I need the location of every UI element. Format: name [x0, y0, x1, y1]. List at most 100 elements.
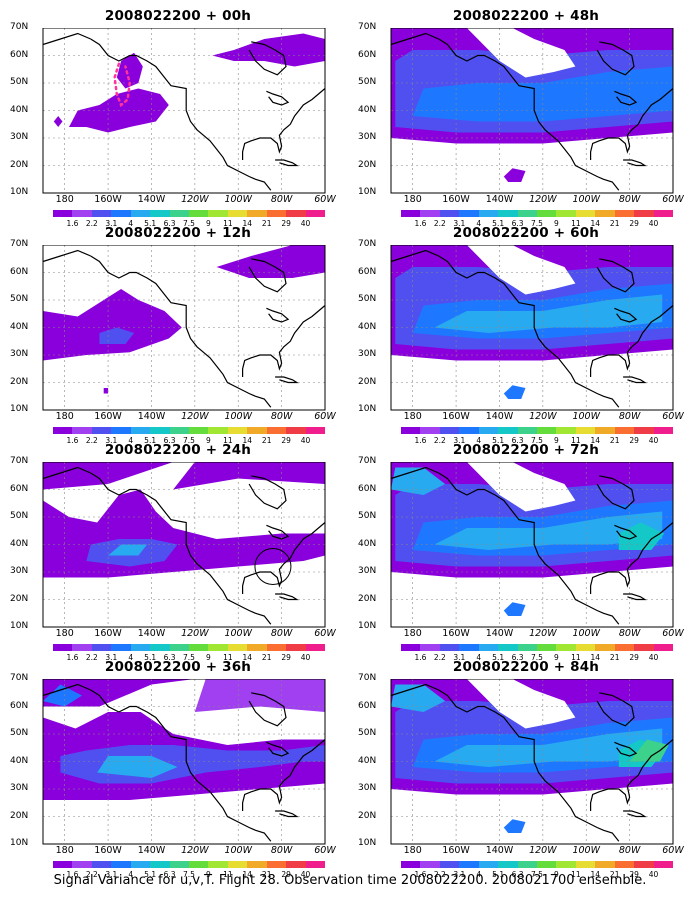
coastline [42, 249, 91, 263]
colorbar-label: 29 [281, 653, 291, 662]
low-variance-region [466, 245, 576, 295]
latitude-label: 10N [358, 187, 377, 197]
low-variance-region [391, 360, 673, 410]
colorbar-label: 4 [476, 653, 482, 662]
colorbar-label: 2.2 [433, 870, 446, 879]
low-variance-region [391, 794, 673, 844]
longitude-label: 180 [55, 194, 74, 205]
colorbar-swatch [537, 644, 557, 651]
colorbar-label: 40 [648, 870, 659, 879]
colorbar-swatch [634, 861, 655, 868]
colorbar-label: 7.5 [531, 870, 543, 879]
longitude-label: 160W [94, 845, 122, 856]
map-svg [390, 679, 674, 845]
variance-blob [503, 385, 526, 399]
colorbar-label: 9 [206, 436, 211, 445]
latitude-label: 20N [10, 159, 29, 170]
latitude-label: 20N [10, 593, 29, 604]
colorbar-swatch [111, 210, 132, 217]
coastline [614, 90, 638, 106]
longitude-label: 80W [618, 194, 641, 205]
colorbar-swatch [111, 427, 132, 434]
colorbar-label: 1.6 [414, 219, 427, 228]
colorbar-label: 40 [648, 436, 659, 445]
map-svg [42, 28, 326, 194]
colorbar-swatch [614, 210, 635, 217]
longitude-label: 140W [485, 194, 514, 205]
colorbar-label: 6.3 [511, 436, 524, 445]
map-frame [42, 462, 326, 628]
variance-blob [103, 388, 109, 394]
variance-blob [43, 289, 182, 361]
colorbar-label: 11 [223, 653, 233, 662]
colorbar-label: 40 [300, 870, 311, 879]
variance-blob [434, 294, 663, 333]
latitude-label: 60N [10, 266, 29, 277]
variance-blob [43, 462, 174, 490]
latitude-label: 30N [10, 349, 29, 359]
map-frame [42, 679, 326, 845]
colorbar-swatch [420, 644, 441, 651]
variance-blob [108, 544, 148, 556]
colorbar-label: 9 [554, 436, 559, 445]
colorbar-swatch [150, 644, 171, 651]
longitude-label: 180 [55, 628, 74, 639]
coastline [266, 307, 290, 323]
colorbar-swatch [478, 210, 499, 217]
map-svg [390, 28, 674, 194]
latitude-label: 50N [10, 77, 29, 87]
colorbar-swatch [266, 861, 287, 868]
colorbar-label: 1.6 [66, 436, 79, 445]
map-frame [390, 462, 674, 628]
latitude-label: 70N [10, 456, 29, 466]
colorbar-label: 4 [476, 436, 482, 445]
colorbar-swatch [286, 861, 307, 868]
colorbar-swatch [653, 427, 674, 434]
colorbar-swatch [537, 210, 557, 217]
coastline [90, 689, 272, 842]
longitude-label: 120W [529, 845, 557, 856]
colorbar-swatch [439, 861, 460, 868]
longitude-label: 160W [94, 194, 122, 205]
colorbar-swatch [72, 644, 93, 651]
longitude-label: 180 [403, 194, 422, 205]
longitude-label: 80W [270, 845, 293, 856]
colorbar-label: 2.2 [85, 653, 98, 662]
coastline [623, 159, 647, 167]
colorbar-swatch [595, 644, 616, 651]
longitude-label: 80W [618, 411, 641, 422]
low-variance-region [466, 679, 576, 729]
colorbar-swatch [130, 644, 151, 651]
latitude-label: 10N [10, 187, 29, 197]
colorbar-swatch [420, 861, 441, 868]
latitude-label: 40N [358, 755, 377, 766]
colorbar-swatch [439, 644, 460, 651]
longitude-label: 180 [403, 628, 422, 639]
colorbar-swatch [72, 210, 93, 217]
longitude-label: 140W [485, 845, 514, 856]
colorbar-label: 3.1 [453, 219, 466, 228]
coastline [623, 376, 647, 384]
colorbar: 1.6 2.2 3.1 4 5.1 6.3 7.5 9 11 14 21 29 40 [401, 427, 674, 447]
colorbar-swatch [208, 861, 229, 868]
latitude-label: 30N [358, 566, 377, 576]
longitude-label: 120W [529, 411, 557, 422]
coastline [275, 376, 299, 384]
colorbar-label: 7.5 [531, 219, 543, 228]
longitude-label: 160W [94, 628, 122, 639]
latitude-label: 30N [358, 349, 377, 359]
highlight-circle [254, 548, 292, 585]
colorbar-label: 6.3 [511, 653, 524, 662]
longitude-label: 140W [137, 411, 166, 422]
colorbar-swatch [266, 210, 287, 217]
latitude-label: 50N [10, 294, 29, 304]
map-svg [390, 245, 674, 411]
colorbar-label: 9 [554, 653, 559, 662]
colorbar-label: 5.1 [144, 436, 157, 445]
latitude-label: 20N [358, 593, 377, 604]
colorbar-swatch [653, 861, 674, 868]
latitude-label: 70N [358, 456, 377, 466]
colorbar-swatch [498, 427, 519, 434]
latitude-label: 50N [358, 294, 377, 304]
colorbar-swatch [634, 427, 655, 434]
